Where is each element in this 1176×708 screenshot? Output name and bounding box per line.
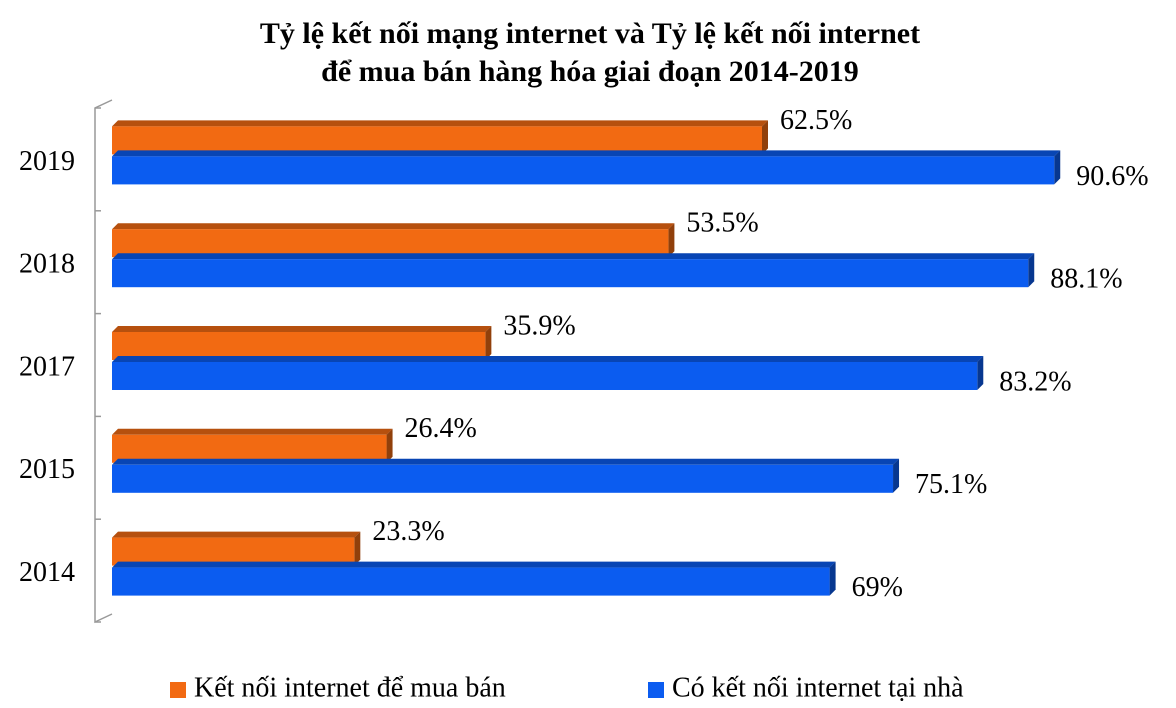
data-label: 35.9% bbox=[503, 310, 575, 341]
bar-top bbox=[112, 531, 361, 538]
bar bbox=[112, 126, 762, 155]
bar bbox=[112, 537, 355, 566]
bar-side bbox=[668, 223, 675, 258]
bar-side bbox=[1028, 253, 1035, 288]
y-tick-label: 2015 bbox=[19, 454, 75, 485]
data-label: 69% bbox=[852, 572, 903, 603]
data-label: 26.4% bbox=[405, 413, 477, 444]
bar-side bbox=[762, 120, 768, 155]
bar-top bbox=[112, 223, 675, 230]
data-label: 53.5% bbox=[686, 208, 758, 239]
bar-side bbox=[893, 458, 900, 493]
data-label: 83.2% bbox=[999, 366, 1071, 397]
bar-top bbox=[112, 150, 1061, 157]
y-tick-label: 2019 bbox=[19, 146, 75, 177]
data-label: 75.1% bbox=[915, 469, 987, 500]
legend-swatch bbox=[170, 682, 186, 698]
legend-label: Có kết nối internet tại nhà bbox=[672, 672, 964, 703]
bar-side bbox=[354, 531, 361, 566]
bar bbox=[112, 332, 486, 360]
chart-title: Tỷ lệ kết nối mạng internet và Tỷ lệ kết… bbox=[260, 17, 920, 50]
bar bbox=[112, 464, 894, 493]
bar-side bbox=[386, 428, 393, 463]
bar-side bbox=[485, 326, 492, 360]
data-label: 90.6% bbox=[1076, 161, 1148, 192]
bar-top bbox=[112, 326, 492, 332]
bar-top bbox=[112, 356, 984, 362]
bar bbox=[112, 259, 1029, 288]
chart-title: để mua bán hàng hóa giai đoạn 2014-2019 bbox=[321, 55, 859, 88]
legend-label: Kết nối internet để mua bán bbox=[194, 672, 506, 703]
y-tick-label: 2018 bbox=[19, 249, 75, 280]
data-label: 23.3% bbox=[372, 516, 444, 547]
bar-top bbox=[112, 458, 900, 465]
axis-wall bbox=[94, 99, 113, 624]
bar-side bbox=[1054, 150, 1061, 185]
y-tick-label: 2017 bbox=[19, 351, 75, 382]
bar-top bbox=[112, 120, 768, 127]
bar bbox=[112, 434, 387, 463]
bar-top bbox=[112, 253, 1035, 260]
bar bbox=[112, 567, 830, 596]
legend-swatch bbox=[648, 682, 664, 698]
bar-side bbox=[977, 356, 984, 390]
y-tick-label: 2014 bbox=[19, 557, 75, 588]
data-label: 62.5% bbox=[780, 105, 852, 136]
bar-top bbox=[112, 428, 393, 435]
bar-side bbox=[829, 561, 836, 596]
bar-top bbox=[112, 561, 836, 568]
bar bbox=[112, 362, 978, 390]
bar bbox=[112, 156, 1055, 185]
bar bbox=[112, 229, 669, 258]
data-label: 88.1% bbox=[1050, 264, 1122, 295]
